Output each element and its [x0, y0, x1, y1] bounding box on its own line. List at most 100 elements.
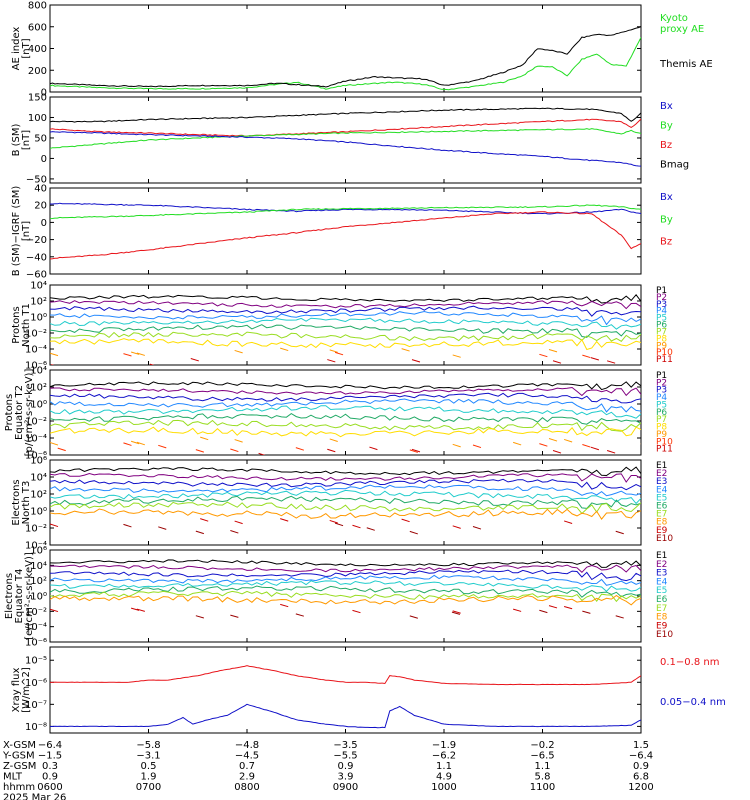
plot-area	[50, 202, 641, 260]
channel-segment	[539, 353, 548, 358]
panel-frame	[49, 96, 642, 184]
legend-entry: Bx	[660, 101, 673, 112]
channel-line	[50, 574, 641, 586]
series-line	[50, 107, 641, 123]
channel-segment	[513, 441, 522, 446]
series-line	[50, 131, 641, 167]
y-tick-label: 0	[41, 88, 47, 99]
channel-segment	[234, 349, 243, 354]
legend-entry: By	[660, 121, 673, 132]
y-tick-label: 40	[34, 184, 47, 195]
y-tick-label: 200	[28, 66, 47, 77]
x-axis-value: 0.9	[42, 772, 58, 783]
channel-segment	[230, 448, 239, 453]
channel-segment	[590, 357, 600, 361]
y-tick-label: 10⁰	[30, 313, 47, 324]
x-axis-value: −1.9	[432, 740, 456, 751]
legend-entry: P3	[656, 300, 667, 310]
series-line	[50, 211, 641, 260]
y-axis-label: B (SM)	[11, 123, 22, 156]
channel-segment	[329, 519, 338, 524]
x-axis-value: 0600	[37, 782, 62, 793]
x-axis-value: 5.8	[535, 772, 551, 783]
x-axis-value: −4.5	[235, 751, 259, 762]
panel-pnt1: 10⁴ 10² 10⁰ 10⁻² 10⁻⁴ 10⁻⁶ Protons North T1 P1P2…	[11, 281, 673, 372]
plot-area	[50, 381, 641, 455]
channel-segment	[334, 522, 344, 527]
channel-segment	[548, 348, 558, 353]
channel-line	[50, 478, 641, 491]
channel-segment	[452, 610, 461, 614]
legend-entry: E4	[656, 577, 668, 587]
y-tick-label: 10⁻⁵	[25, 656, 47, 667]
legend-entry: E8	[656, 613, 668, 623]
x-axis-row-label: hhmm	[3, 782, 35, 793]
legend-entry: E6	[656, 502, 668, 512]
channel-segment	[130, 351, 140, 355]
legend-entry: E3	[656, 569, 667, 579]
y-tick-label: 10⁻⁴	[25, 434, 47, 445]
x-axis-value: −4.8	[235, 740, 259, 751]
legend-entry: P10	[656, 437, 673, 447]
y-tick-label: 10⁴	[30, 281, 47, 292]
channel-line	[50, 472, 641, 483]
y-axis-label: Equator T2	[14, 385, 25, 440]
legend-entry: P1	[656, 286, 667, 296]
y-tick-label: 10⁻⁴	[25, 345, 47, 356]
panel-frame	[49, 369, 642, 456]
legend-entry: E2	[656, 469, 667, 479]
y-axis-label: Protons	[11, 306, 22, 343]
y-axis-label: [nT]	[21, 38, 32, 58]
y-tick-label: 10⁰	[30, 400, 47, 411]
channel-segment	[590, 446, 600, 451]
channel-segment	[158, 526, 167, 530]
x-axis-value: 0.3	[42, 761, 58, 772]
panel-frame	[49, 4, 642, 93]
channel-segment	[130, 440, 140, 445]
channel-line	[50, 426, 641, 438]
legend-entry: E8	[656, 518, 668, 528]
x-axis-table: X-GSM −6.4 −5.8 −4.8 −3.5 −1.9 −0.2 1.5Y-GSM −1.…	[2, 740, 654, 800]
y-axis-label: Equator T4	[14, 569, 25, 624]
series-line	[50, 118, 641, 137]
legend-entry: P8	[656, 334, 667, 344]
channel-segment	[451, 611, 461, 615]
channel-line	[50, 559, 641, 568]
channel-segment	[50, 523, 59, 528]
legend-entry: E2	[656, 560, 667, 570]
x-axis-row-label: Y-GSM	[2, 751, 35, 762]
channel-line	[50, 310, 641, 326]
channel-segment	[640, 443, 641, 445]
y-tick-label: 10⁰	[30, 507, 47, 518]
channel-segment	[136, 441, 145, 446]
channel-line	[50, 300, 641, 310]
y-tick-label: −40	[26, 252, 47, 263]
channel-segment	[582, 444, 591, 448]
x-axis-value: 0.7	[239, 761, 255, 772]
x-axis-value: −3.1	[136, 751, 160, 762]
legend-entry: proxy AE	[660, 24, 704, 35]
x-axis-value: −0.2	[530, 740, 554, 751]
channel-segment	[57, 447, 66, 452]
y-axis-label: Electrons	[4, 573, 15, 619]
series-line	[50, 202, 641, 215]
channel-segment	[334, 351, 344, 356]
x-axis-value: −6.4	[629, 751, 653, 762]
legend-entry: E3	[656, 477, 667, 487]
x-axis-value: 6.8	[633, 772, 649, 783]
channel-line	[50, 495, 641, 509]
channel-segment	[280, 347, 289, 352]
y-tick-label: −50	[26, 174, 47, 185]
channel-segment	[606, 360, 616, 364]
channel-segment	[582, 354, 591, 359]
y-axis-label: [nT]	[21, 221, 32, 241]
y-tick-label: 800	[28, 1, 47, 12]
panel-frame	[49, 187, 642, 275]
x-axis-value: 0700	[136, 782, 161, 793]
legend-entry: E4	[656, 485, 668, 495]
y-tick-label: 10⁻⁴	[25, 622, 47, 633]
channel-line	[50, 331, 641, 342]
channel-segment	[640, 609, 641, 611]
